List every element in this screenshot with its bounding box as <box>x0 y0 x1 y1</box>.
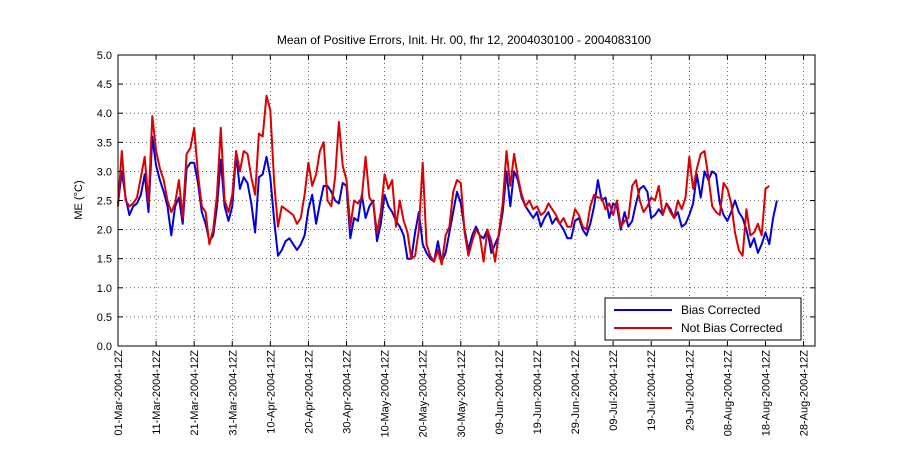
y-tick-label: 1.0 <box>97 283 112 295</box>
legend-box <box>604 297 802 341</box>
x-tick-label: 10-May-2004-12Z <box>380 350 392 438</box>
x-tick-label: 19-Jul-2004-12Z <box>646 350 658 431</box>
x-tick-label: 01-Mar-2004-12Z <box>113 350 125 436</box>
y-axis-ticks: 0.0 0.5 1.0 1.5 2.0 2.5 3.0 3.5 4.0 4.5 5.0 <box>97 50 815 353</box>
x-tick-label: 09-Jul-2004-12Z <box>608 350 620 431</box>
series-line-not-bias-corrected <box>117 94 770 266</box>
y-tick-label: 3.0 <box>97 166 112 178</box>
x-tick-label: 10-Apr-2004-12Z <box>265 350 277 434</box>
y-tick-label: 1.5 <box>97 254 112 266</box>
x-tick-label: 29-Jul-2004-12Z <box>684 350 696 431</box>
y-tick-label: 0.0 <box>97 341 112 353</box>
y-tick-label: 4.0 <box>97 108 112 120</box>
y-tick-label: 0.5 <box>97 312 112 324</box>
legend-label-bias-corrected: Bias Corrected <box>681 303 760 317</box>
y-tick-label: 2.0 <box>97 225 112 237</box>
legend-label-not-bias-corrected: Not Bias Corrected <box>681 321 782 335</box>
series-layer <box>117 94 778 266</box>
legend: Bias Corrected Not Bias Corrected <box>604 297 802 341</box>
x-axis-ticks: 01-Mar-2004-12Z 11-Mar-2004-12Z 21-Mar-200… <box>113 55 811 437</box>
x-tick-label: 18-Aug-2004-12Z <box>760 350 772 437</box>
y-tick-label: 3.5 <box>97 137 112 149</box>
x-tick-label: 30-Apr-2004-12Z <box>342 350 354 434</box>
y-tick-label: 2.5 <box>97 196 112 208</box>
y-axis-label: ME (°C) <box>73 180 85 219</box>
chart-title: Mean of Positive Errors, Init. Hr. 00, f… <box>277 33 652 47</box>
x-tick-label: 09-Jun-2004-12Z <box>494 350 506 435</box>
x-tick-label: 21-Mar-2004-12Z <box>189 350 201 436</box>
x-tick-label: 20-May-2004-12Z <box>418 350 430 438</box>
x-tick-label: 28-Aug-2004-12Z <box>799 350 811 437</box>
x-tick-label: 30-May-2004-12Z <box>456 350 468 438</box>
x-tick-label: 20-Apr-2004-12Z <box>303 350 315 434</box>
y-tick-label: 4.5 <box>97 79 112 91</box>
x-tick-label: 29-Jun-2004-12Z <box>570 350 582 435</box>
y-tick-label: 5.0 <box>97 50 112 62</box>
x-tick-label: 11-Mar-2004-12Z <box>151 350 163 435</box>
x-tick-label: 08-Aug-2004-12Z <box>722 350 734 437</box>
x-tick-label: 31-Mar-2004-12Z <box>227 350 239 436</box>
x-tick-label: 19-Jun-2004-12Z <box>532 350 544 435</box>
